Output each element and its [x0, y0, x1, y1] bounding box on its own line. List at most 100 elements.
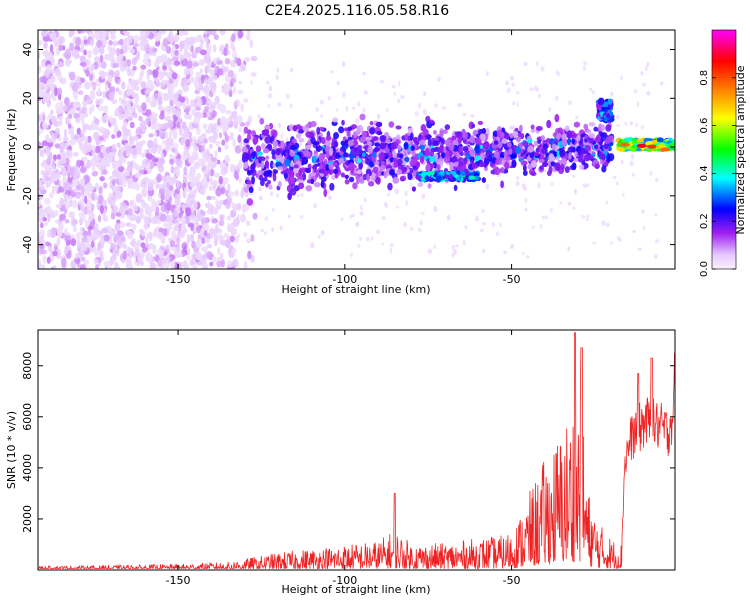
spectral-cell	[501, 138, 508, 144]
spectral-cell	[141, 102, 147, 111]
spectral-cell	[79, 166, 87, 174]
spectral-cell	[75, 37, 81, 47]
spectral-cell	[182, 190, 187, 199]
spectral-cell	[105, 146, 111, 154]
spectral-cell	[148, 232, 153, 242]
spectral-cell	[266, 80, 270, 85]
spectral-cell	[210, 157, 218, 162]
spectral-cell	[252, 212, 258, 220]
spectral-cell	[218, 132, 223, 139]
spectral-cell	[224, 238, 232, 247]
spectral-cell	[69, 42, 75, 52]
spectral-cell	[250, 255, 255, 263]
spectral-cell	[70, 217, 77, 227]
spectral-cell	[139, 207, 144, 215]
spectral-cell	[363, 197, 367, 203]
spectral-cell	[59, 213, 64, 222]
spectral-cell	[331, 174, 336, 180]
spectral-cell	[151, 198, 156, 205]
spectral-cell	[185, 139, 191, 148]
spectral-cell	[113, 205, 118, 212]
spectral-cell	[305, 123, 311, 128]
spectral-cell	[84, 195, 88, 205]
spectral-cell	[327, 195, 333, 201]
spectral-cell	[567, 201, 572, 206]
colorbar-tick-label: 0.8	[699, 70, 710, 86]
spectral-cell	[89, 38, 95, 47]
spectral-cell	[160, 82, 164, 88]
spectral-cell	[303, 149, 310, 158]
colorbar-label: Normalized spectral amplitude	[734, 65, 747, 234]
spectral-cell	[598, 151, 604, 160]
spectral-cell	[220, 240, 227, 246]
spectral-cell	[412, 171, 417, 176]
spectral-cell	[232, 258, 239, 268]
spectral-cell	[289, 150, 296, 157]
spectral-cell	[130, 181, 138, 190]
spectral-cell	[417, 227, 422, 233]
spectral-cell	[208, 44, 212, 52]
spectral-cell	[213, 100, 218, 106]
spectral-cell	[292, 138, 297, 144]
spectral-cell	[171, 254, 176, 260]
spectral-cell	[586, 214, 590, 219]
spectral-cell	[320, 176, 327, 182]
spectral-cell	[85, 175, 91, 184]
spectral-cell	[430, 147, 437, 153]
spectral-cell	[292, 125, 298, 132]
spectral-cell	[500, 180, 504, 189]
spectral-cell	[110, 147, 117, 153]
spectral-cell	[115, 190, 123, 200]
spectral-cell	[242, 151, 249, 160]
spectral-cell	[236, 57, 242, 67]
spectral-cell	[145, 117, 150, 125]
spectral-cell	[201, 246, 208, 252]
spectral-cell	[220, 187, 226, 195]
spectral-cell	[343, 152, 349, 158]
spectral-cell	[618, 238, 622, 242]
spectral-cell	[39, 247, 45, 255]
spectral-cell	[511, 125, 516, 130]
spectral-cell	[218, 175, 223, 185]
spectral-cell	[67, 128, 73, 135]
spectral-cell	[206, 195, 212, 201]
spectral-cell	[79, 227, 84, 232]
spectral-cell	[359, 178, 365, 184]
spectral-cell	[233, 204, 238, 213]
spectral-cell	[305, 168, 311, 174]
spectral-cell	[389, 169, 395, 176]
spectral-cell	[509, 132, 514, 139]
spectral-cell	[73, 91, 77, 100]
spectral-cell	[415, 140, 420, 146]
spectral-cell	[147, 139, 154, 149]
spectral-cell	[216, 159, 221, 165]
spectral-cell	[152, 229, 157, 238]
spectral-cell	[462, 146, 469, 152]
spectral-cell	[218, 69, 223, 75]
spectral-cell	[57, 186, 65, 193]
spectral-cell	[289, 188, 297, 196]
spectral-cell	[594, 136, 600, 143]
spectral-cell	[140, 139, 147, 145]
spectral-cell	[279, 225, 283, 231]
spectral-cell	[359, 211, 364, 216]
spectral-cell	[259, 178, 265, 187]
spectral-cell	[273, 169, 279, 174]
spectral-cell	[73, 112, 80, 119]
spectral-cell	[243, 261, 248, 269]
spectral-cell	[594, 163, 600, 169]
spectral-cell	[591, 90, 596, 95]
spectral-cell	[617, 147, 625, 152]
spectral-cell	[376, 130, 383, 136]
spectral-cell	[77, 30, 82, 35]
spectral-cell	[221, 162, 227, 169]
spectral-cell	[546, 170, 552, 177]
spectral-cell	[62, 105, 69, 112]
spectral-cell	[208, 185, 213, 192]
spectral-cell	[158, 188, 165, 195]
spectral-cell	[517, 132, 525, 138]
spectral-cell	[80, 202, 85, 212]
spectral-cell	[533, 85, 538, 90]
spectral-cell	[82, 123, 90, 131]
